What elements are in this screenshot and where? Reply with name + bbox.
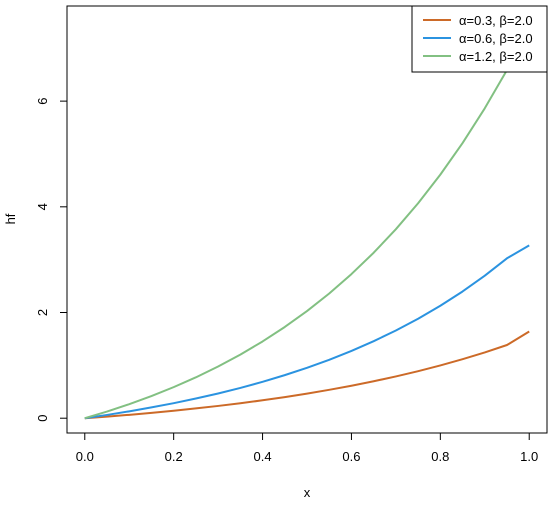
y-tick-label: 4 (35, 203, 50, 210)
legend: α=0.3, β=2.0 α=0.6, β=2.0 α=1.2, β=2.0 (411, 5, 548, 73)
x-tick-label: 0.4 (254, 449, 272, 464)
y-axis-title: hf (3, 213, 18, 224)
x-axis-title: x (304, 485, 311, 500)
series-line-1 (84, 330, 530, 420)
series-line-3 (84, 52, 530, 420)
legend-label-series-1: α=0.3, β=2.0 (459, 13, 533, 28)
x-tick-label: 0.2 (165, 449, 183, 464)
y-tick-label: 6 (35, 98, 50, 105)
x-tick-label: 0.8 (431, 449, 449, 464)
legend-label-series-2: α=0.6, β=2.0 (459, 31, 533, 46)
x-tick-label: 0.0 (76, 449, 94, 464)
legend-label-series-3: α=1.2, β=2.0 (459, 49, 533, 64)
axis-ticks: 0.0 0.2 0.4 0.6 0.8 1.0 0 2 4 6 (35, 98, 538, 464)
series-lines (84, 52, 530, 420)
series-line-2 (84, 244, 530, 420)
plot-frame (66, 5, 548, 434)
x-tick-label: 1.0 (520, 449, 538, 464)
x-tick-label: 0.6 (342, 449, 360, 464)
y-tick-label: 0 (35, 415, 50, 422)
y-tick-label: 2 (35, 309, 50, 316)
